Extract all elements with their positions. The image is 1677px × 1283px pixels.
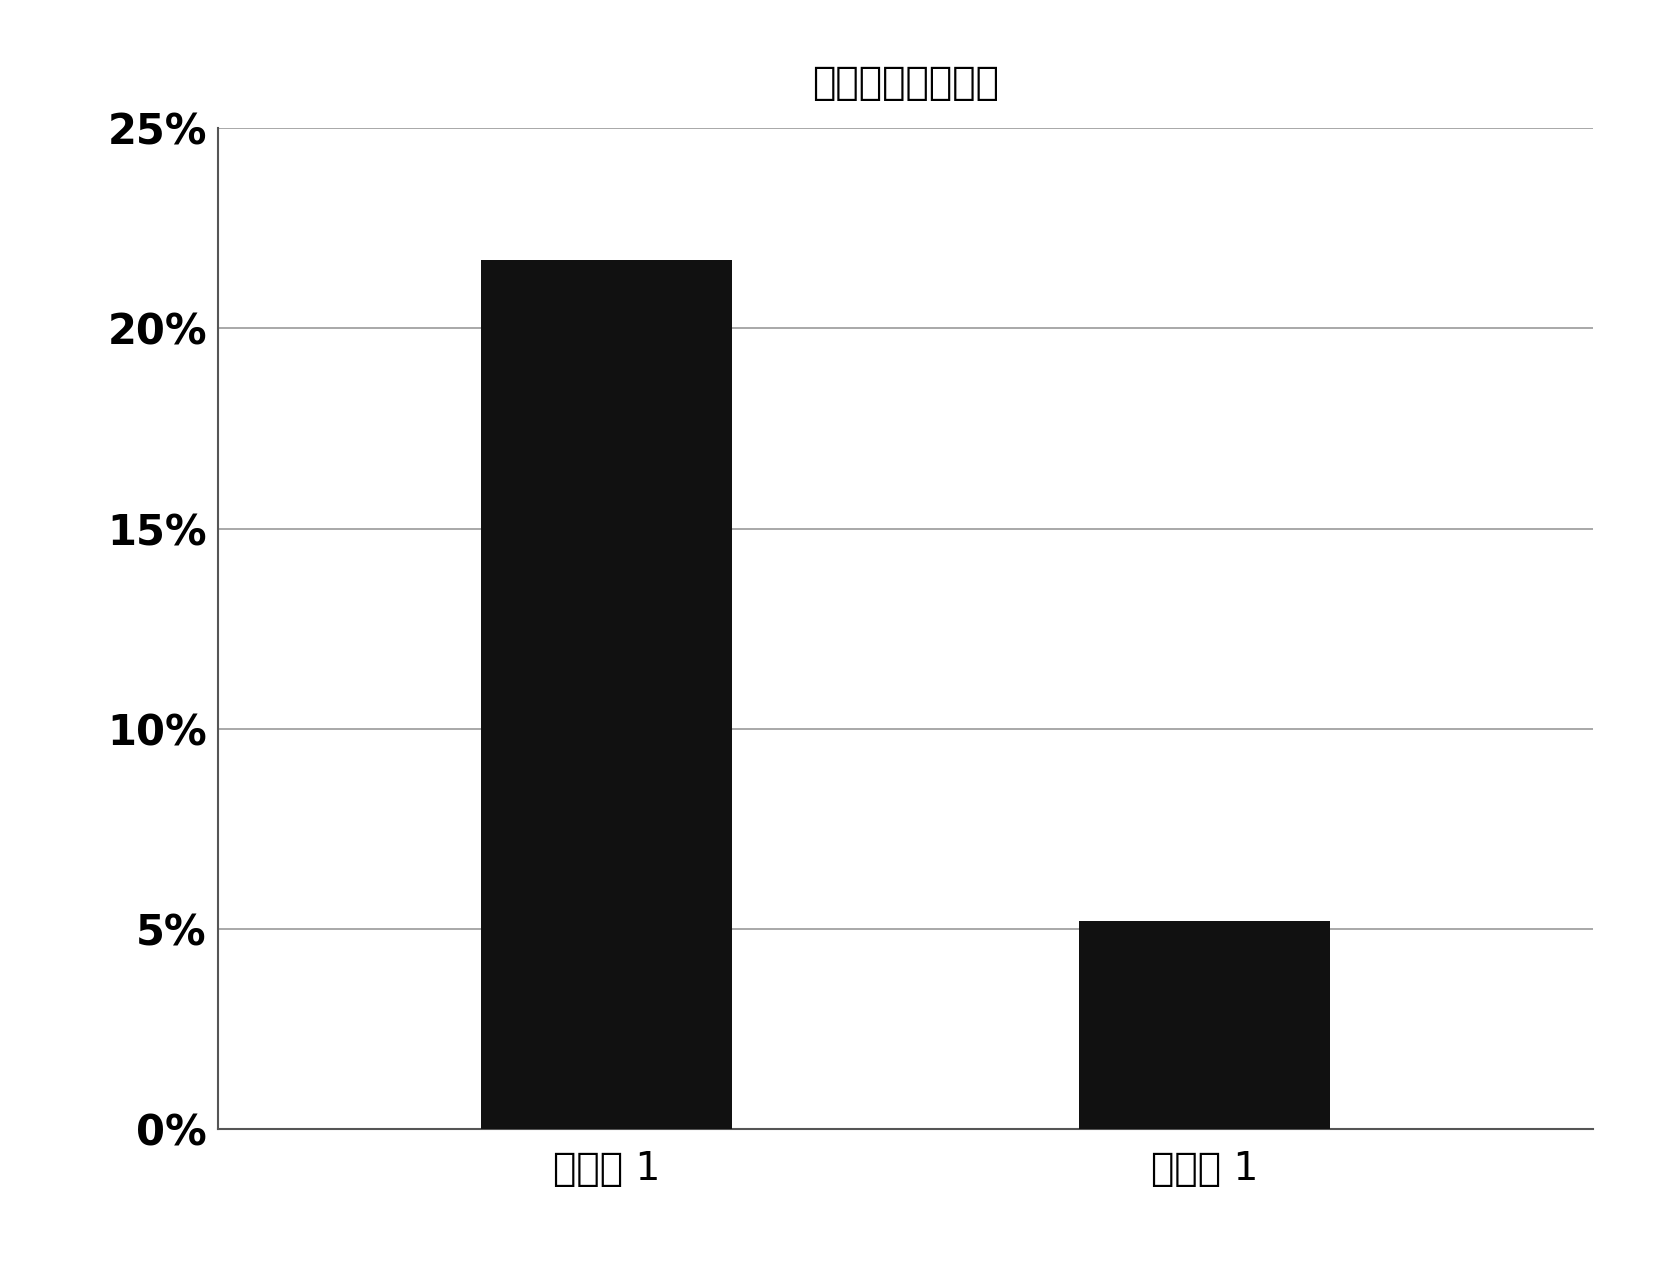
Bar	[481, 260, 733, 1129]
Title: 成型后的厚度增加: 成型后的厚度增加	[812, 64, 999, 101]
Bar	[1078, 921, 1330, 1129]
